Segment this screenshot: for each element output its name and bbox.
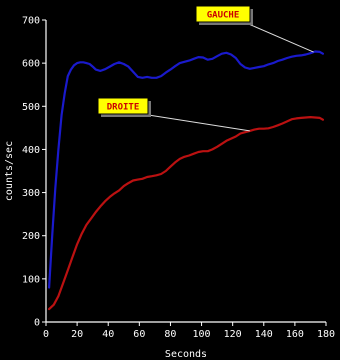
y-tick-label: 600 <box>22 59 40 70</box>
y-tick-label: 300 <box>22 188 40 199</box>
series-line-droite <box>47 115 324 311</box>
callout-label-gauche: GAUCHE <box>207 11 240 21</box>
x-tick-label: 140 <box>255 329 273 340</box>
callouts: GAUCHE DROITE <box>97 5 314 132</box>
x-tick-label: 60 <box>133 329 145 340</box>
y-tick-label: 200 <box>22 231 40 242</box>
callout-box <box>97 97 149 115</box>
y-tick-label: 400 <box>22 145 40 156</box>
series-lines <box>47 50 324 311</box>
y-tick-label: 700 <box>22 16 40 27</box>
tick-marks: 0 100 200 300 400 500 600 700 0 20 40 60 80 100 120 140… <box>22 16 335 341</box>
y-tick-label: 100 <box>22 274 40 285</box>
callout-label-droite: DROITE <box>107 103 140 113</box>
x-tick-label: 20 <box>71 329 83 340</box>
x-tick-label: 160 <box>286 329 304 340</box>
callout-leader-line <box>243 21 314 53</box>
x-tick-label: 120 <box>224 329 242 340</box>
series-line-gauche <box>47 50 324 289</box>
axes <box>45 20 326 323</box>
x-axis-title: Seconds <box>165 349 207 360</box>
x-tick-label: 180 <box>317 329 335 340</box>
y-axis-title: counts/sec <box>4 141 15 201</box>
callout-leader-line <box>141 113 250 132</box>
x-tick-label: 100 <box>193 329 211 340</box>
y-tick-label: 500 <box>22 102 40 113</box>
x-tick-label: 40 <box>102 329 114 340</box>
callout-box <box>195 5 251 23</box>
y-tick-label: 0 <box>34 318 40 329</box>
x-tick-label: 0 <box>43 329 49 340</box>
x-tick-label: 80 <box>164 329 176 340</box>
